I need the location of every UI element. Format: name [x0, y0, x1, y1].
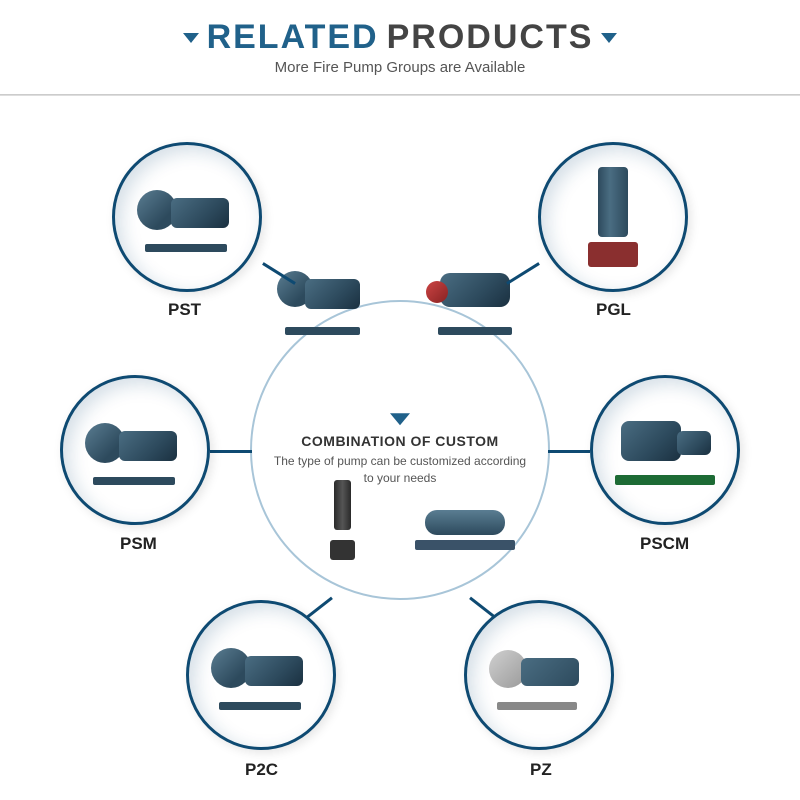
title-word-accent: RELATED [207, 18, 379, 57]
central-content: COMBINATION OF CUSTOM The type of pump c… [270, 413, 530, 487]
product-node-pst[interactable] [112, 142, 262, 292]
product-label-p2c: P2C [245, 760, 278, 780]
divider [0, 94, 800, 96]
central-title: COMBINATION OF CUSTOM [270, 433, 530, 449]
triangle-right-icon [601, 33, 617, 43]
central-pump-2 [430, 265, 520, 335]
title-row: RELATED PRODUCTS [0, 18, 800, 57]
connector-line [210, 450, 252, 453]
title-word-dark: PRODUCTS [387, 18, 594, 57]
product-node-p2c[interactable] [186, 600, 336, 750]
central-description: The type of pump can be customized accor… [270, 453, 530, 487]
product-label-pgl: PGL [596, 300, 631, 320]
central-pump-4 [415, 500, 505, 570]
triangle-left-icon [183, 33, 199, 43]
diagram: COMBINATION OF CUSTOM The type of pump c… [0, 110, 800, 790]
central-pump-3 [330, 480, 375, 565]
product-label-pz: PZ [530, 760, 552, 780]
chevron-down-icon [390, 413, 410, 425]
subtitle: More Fire Pump Groups are Available [0, 59, 800, 76]
product-node-pgl[interactable] [538, 142, 688, 292]
product-label-psm: PSM [120, 534, 157, 554]
product-node-pscm[interactable] [590, 375, 740, 525]
header: RELATED PRODUCTS More Fire Pump Groups a… [0, 0, 800, 96]
product-node-pz[interactable] [464, 600, 614, 750]
central-pump-1 [275, 265, 365, 335]
connector-line [548, 450, 590, 453]
product-label-pst: PST [168, 300, 201, 320]
product-node-psm[interactable] [60, 375, 210, 525]
product-label-pscm: PSCM [640, 534, 689, 554]
